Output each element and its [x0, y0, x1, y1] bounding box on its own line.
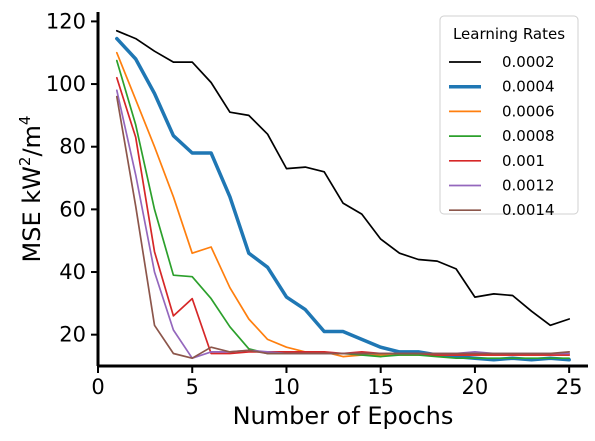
x-tick-label: 15: [367, 375, 394, 399]
x-axis-label: Number of Epochs: [233, 402, 454, 430]
x-tick-label: 0: [91, 375, 104, 399]
legend-label-6: 0.0014: [502, 201, 555, 219]
legend: Learning Rates 0.00020.00040.00060.00080…: [439, 15, 579, 219]
legend-label-0: 0.0002: [502, 53, 555, 71]
legend-label-5: 0.0012: [502, 177, 555, 195]
x-tick-label: 25: [556, 375, 583, 399]
y-axis-label-sup2: 4: [16, 116, 34, 126]
axes: [96, 12, 588, 368]
y-axis-label-sup1: 2: [16, 157, 34, 167]
x-ticks: 0 5 10 15 20 25: [91, 366, 583, 399]
y-tick-label: 100: [46, 72, 86, 96]
plot-lines: [115, 29, 571, 362]
series-line-6: [115, 95, 571, 360]
series-line-1: [115, 36, 571, 362]
legend-label-4: 0.001: [502, 152, 545, 170]
legend-label-3: 0.0008: [502, 127, 555, 145]
legend-items: 0.0002 0.0004 0.0006 0.0008 0.001 0.0012 0.001…: [449, 53, 555, 219]
y-axis-label-mid: /m: [18, 125, 46, 156]
x-tick-label: 10: [273, 375, 300, 399]
y-axis-label: MSE kW2/m4: [16, 116, 46, 263]
y-tick-label: 20: [59, 323, 86, 347]
y-tick-label: 120: [46, 9, 86, 33]
y-axis-label-base: MSE kW: [18, 166, 46, 262]
legend-label-1: 0.0004: [502, 78, 555, 96]
legend-label-2: 0.0006: [502, 102, 555, 120]
x-tick-label: 5: [186, 375, 199, 399]
y-tick-label: 80: [59, 135, 86, 159]
legend-box: [439, 15, 579, 215]
legend-title: Learning Rates: [453, 25, 565, 43]
y-ticks: 20 40 60 80 100 120: [46, 9, 98, 347]
series-line-0: [115, 29, 571, 327]
x-tick-label: 20: [462, 375, 489, 399]
y-tick-label: 40: [59, 260, 86, 284]
y-tick-label: 60: [59, 197, 86, 221]
